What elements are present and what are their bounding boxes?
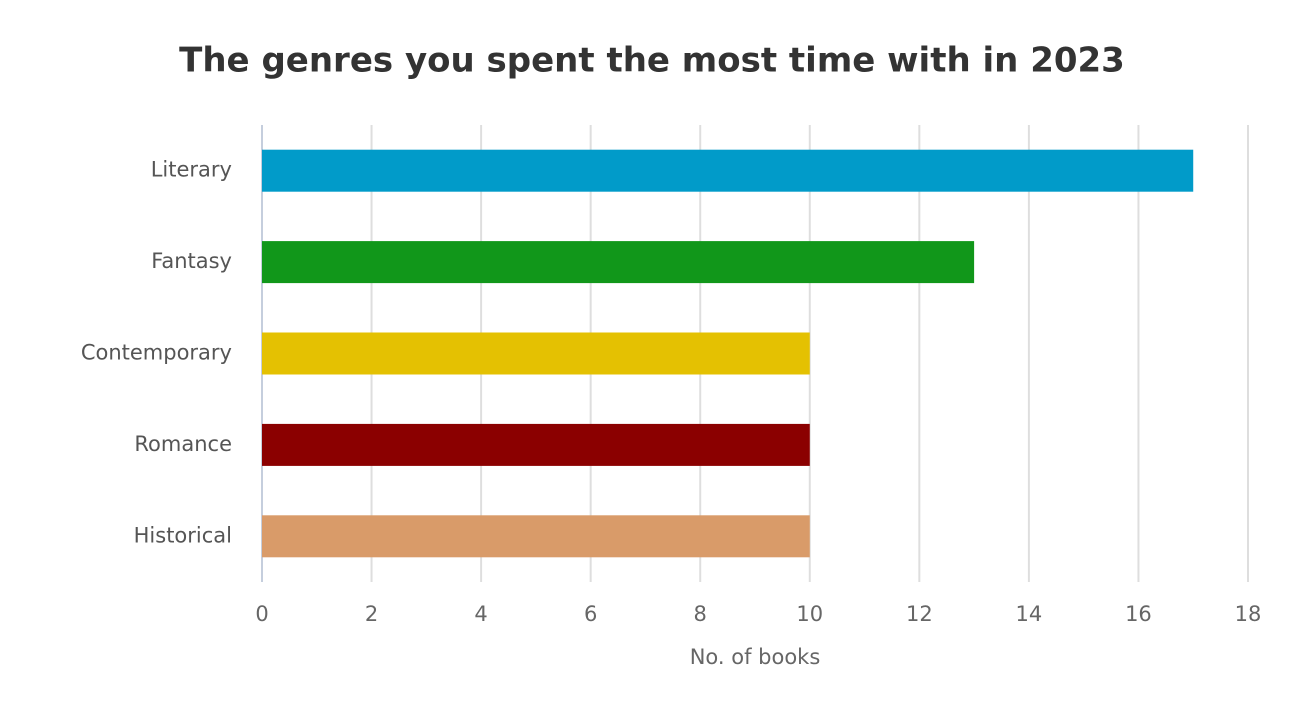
y-tick-label: Historical: [134, 523, 232, 547]
x-tick-label: 10: [796, 602, 823, 626]
y-tick-label: Literary: [151, 158, 232, 182]
bar: [262, 149, 1194, 192]
bar: [262, 423, 810, 466]
x-tick-label: 18: [1235, 602, 1262, 626]
chart-title: The genres you spent the most time with …: [179, 41, 1125, 81]
x-tick-label: 6: [584, 602, 597, 626]
x-tick-label: 12: [906, 602, 933, 626]
y-tick-label: Romance: [134, 432, 232, 456]
x-tick-label: 14: [1016, 602, 1043, 626]
bar: [262, 332, 810, 375]
x-axis-label: No. of books: [690, 645, 821, 669]
y-tick-label: Fantasy: [151, 249, 232, 273]
y-tick-label: Contemporary: [81, 341, 232, 365]
x-tick-label: 16: [1125, 602, 1152, 626]
x-tick-label: 8: [694, 602, 707, 626]
x-tick-label: 2: [365, 602, 378, 626]
bar: [262, 241, 975, 284]
x-tick-label: 0: [255, 602, 268, 626]
bar: [262, 515, 810, 558]
x-tick-label: 4: [474, 602, 487, 626]
